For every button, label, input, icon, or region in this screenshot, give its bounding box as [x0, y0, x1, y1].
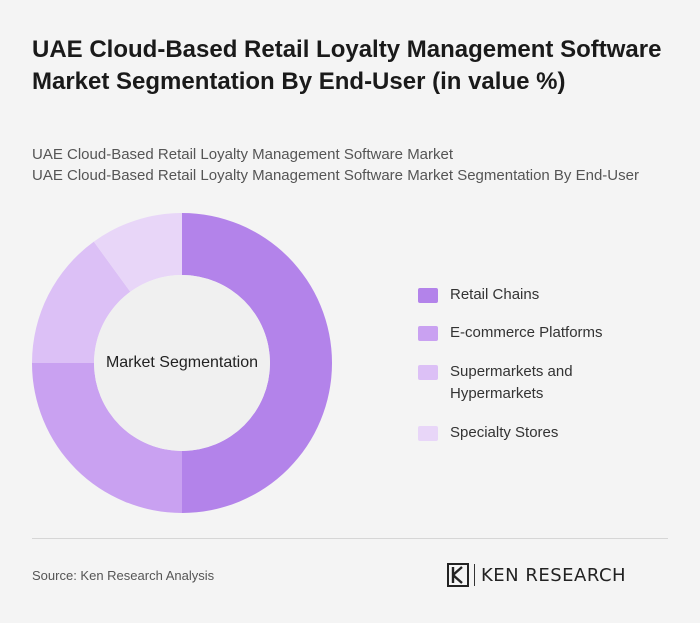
- footer-divider: [32, 538, 668, 539]
- legend-label: Retail Chains: [450, 286, 540, 303]
- chart-subtitle-line1: UAE Cloud-Based Retail Loyalty Managemen…: [32, 146, 454, 163]
- legend-label: E-commerce Platforms: [450, 324, 603, 341]
- donut-chart: [32, 213, 332, 513]
- legend-swatch: [418, 326, 438, 341]
- chart-title: UAE Cloud-Based Retail Loyalty Managemen…: [32, 36, 662, 95]
- legend-label: Specialty Stores: [450, 424, 559, 441]
- donut-slice-supermarkets-and-hypermarkets: [32, 241, 131, 363]
- legend-item-retail-chains: Retail Chains: [418, 284, 610, 306]
- donut-slice-retail-chains: [182, 213, 332, 513]
- donut-hole: [94, 275, 270, 451]
- legend-swatch: [418, 288, 438, 303]
- donut-slice-e-commerce-platforms: [32, 363, 182, 513]
- source-note: Source: Ken Research Analysis: [32, 568, 215, 583]
- chart-subtitle-line2: UAE Cloud-Based Retail Loyalty Managemen…: [32, 167, 639, 184]
- legend-item-supermarkets-hypermarkets: Supermarkets and Hypermarkets: [418, 361, 610, 405]
- legend-label: Supermarkets and Hypermarkets: [450, 363, 573, 402]
- legend-item-specialty-stores: Specialty Stores: [418, 422, 610, 444]
- logo-separator: [474, 564, 475, 586]
- legend-swatch: [418, 365, 438, 380]
- legend-swatch: [418, 426, 438, 441]
- donut-slice-specialty-stores: [93, 213, 182, 292]
- ken-research-logo: KEN RESEARCH: [447, 563, 626, 587]
- logo-wordmark: KEN RESEARCH: [481, 564, 627, 586]
- legend-item-ecommerce-platforms: E-commerce Platforms: [418, 322, 610, 344]
- ken-research-logo-icon: [447, 563, 469, 587]
- donut-center-label: Market Segmentation: [105, 354, 259, 371]
